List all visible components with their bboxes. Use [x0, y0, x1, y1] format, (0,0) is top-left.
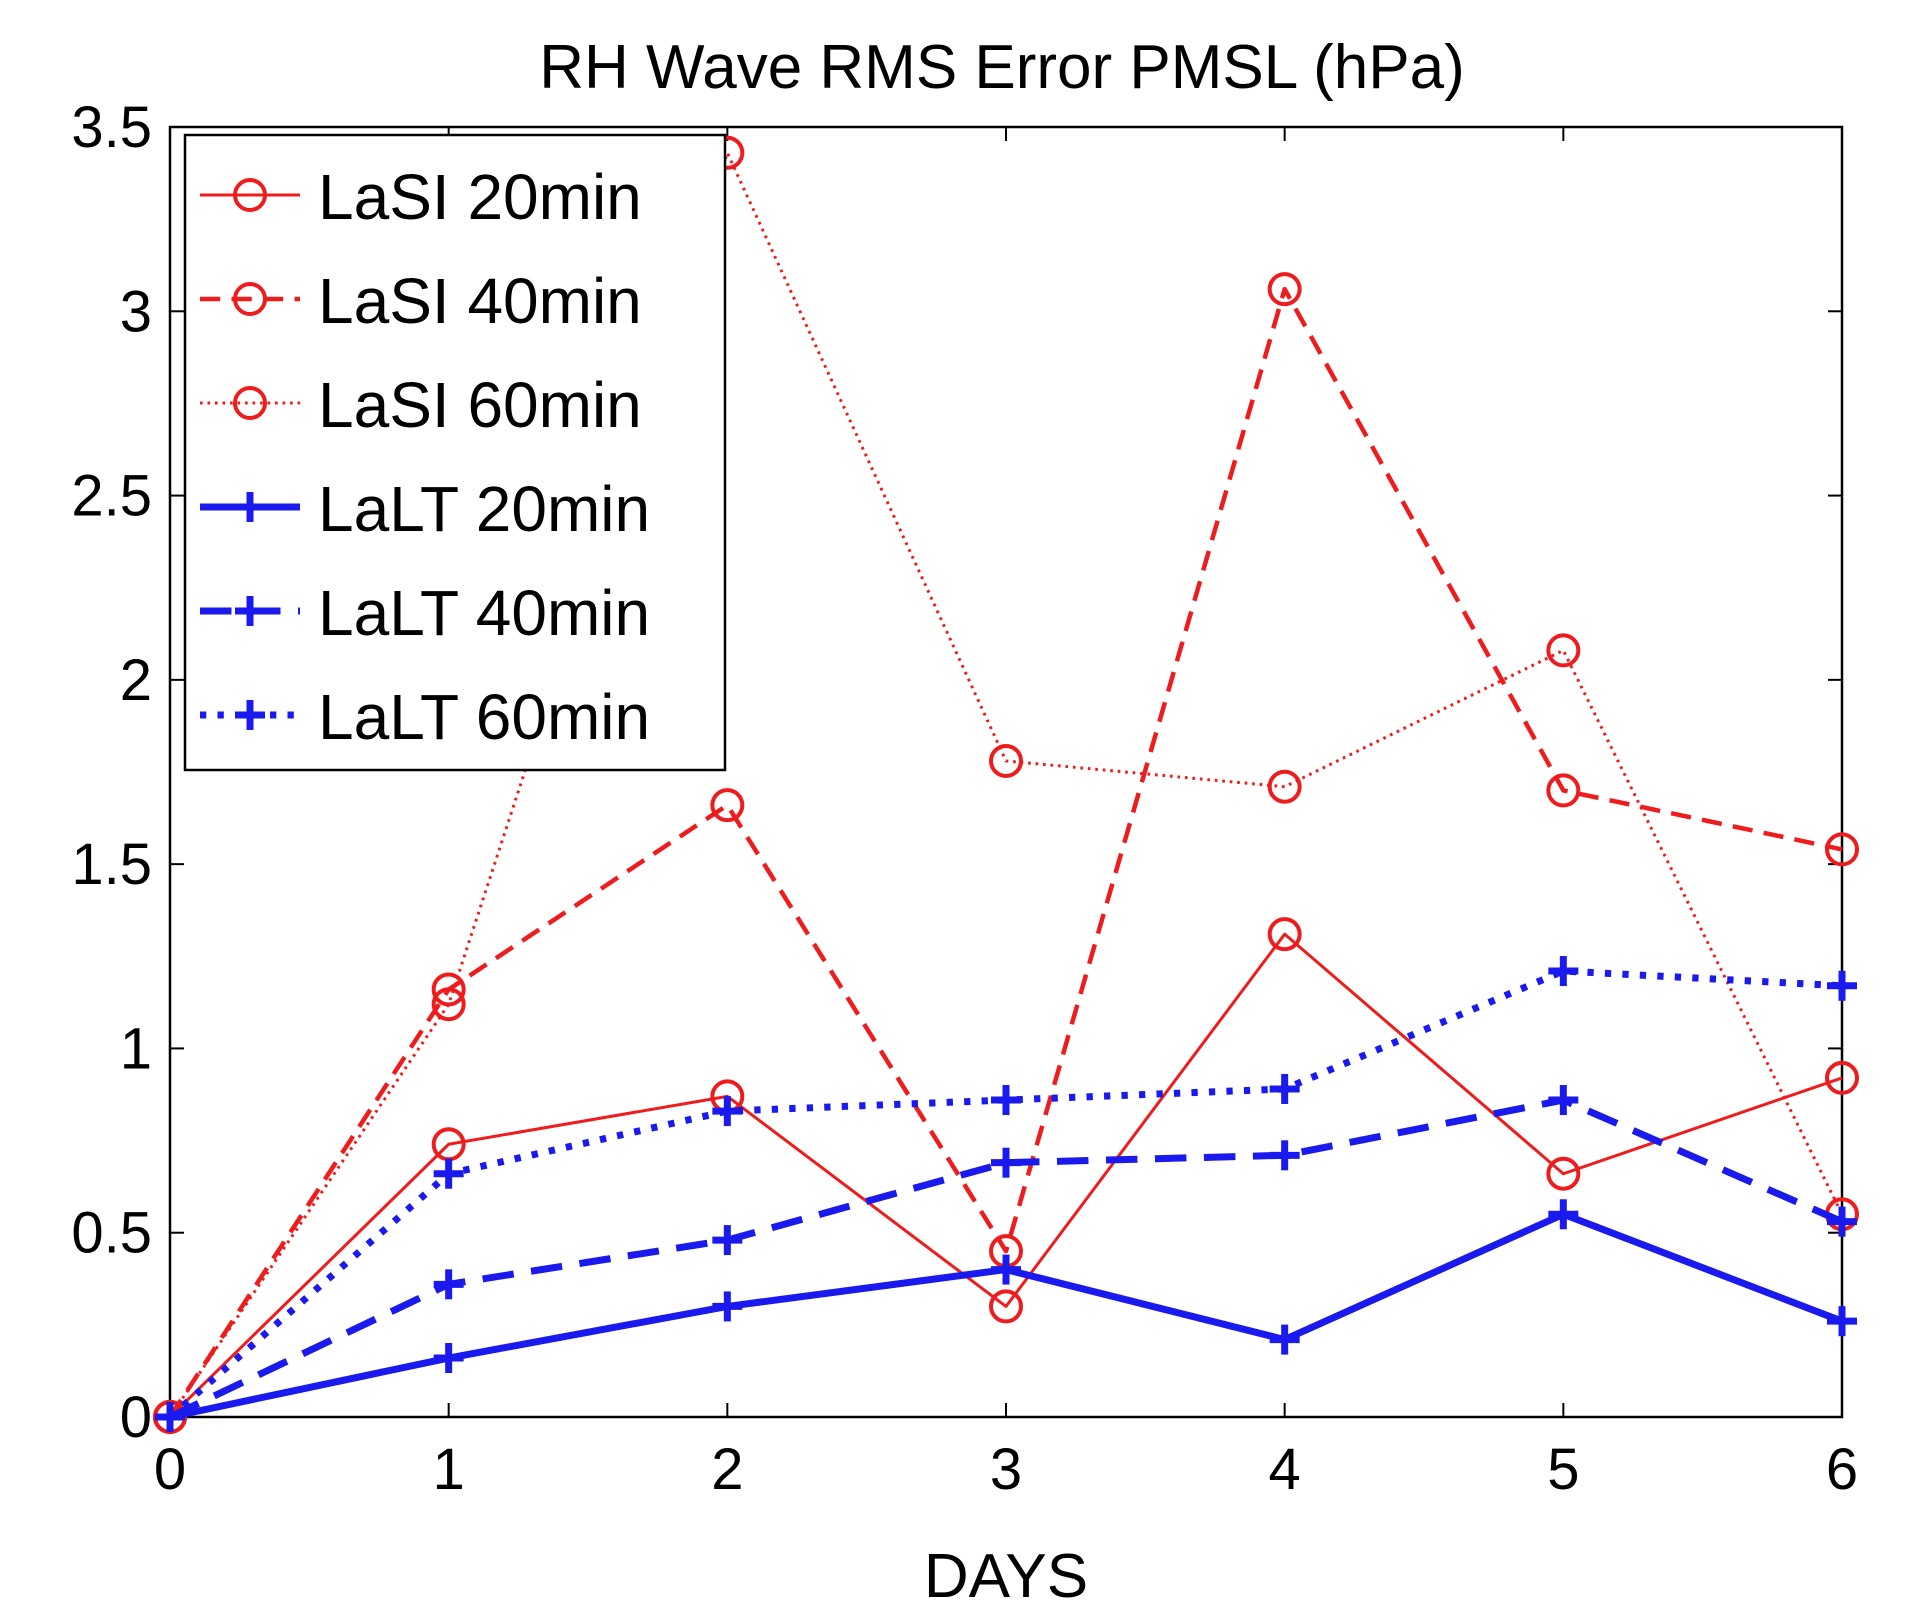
x-tick-label: 5 — [1547, 1437, 1579, 1502]
legend-label: LaLT 20min — [318, 473, 650, 545]
data-point-marker — [431, 972, 466, 1007]
legend-item: LaSI 40min — [200, 265, 642, 337]
data-point-marker — [1825, 1060, 1859, 1095]
data-point-marker — [433, 1343, 464, 1374]
data-point-marker — [1825, 832, 1859, 867]
data-point-marker — [712, 1225, 743, 1256]
data-point-marker — [991, 1254, 1021, 1285]
legend-item: LaLT 40min — [200, 577, 650, 649]
series-lalt-60min — [155, 956, 1857, 1432]
y-tick-label: 1.5 — [71, 832, 152, 897]
data-point-marker — [1269, 1073, 1300, 1104]
data-point-marker — [431, 987, 466, 1022]
legend: LaSI 20min LaSI 40min LaSI 60min LaLT 20min… — [183, 133, 727, 772]
data-point-marker — [1548, 1199, 1579, 1230]
legend-label: LaSI 40min — [318, 265, 642, 337]
data-point-marker — [1548, 956, 1579, 987]
y-tick-label: 3 — [120, 279, 152, 344]
legend-item: LaLT 60min — [200, 681, 650, 753]
legend-marker — [233, 282, 267, 316]
data-point-marker — [991, 1085, 1021, 1116]
data-point-marker — [1546, 1156, 1581, 1191]
data-point-marker — [155, 1402, 185, 1432]
data-point-marker — [1267, 917, 1302, 952]
data-point-marker — [712, 1096, 743, 1127]
y-tick-label: 0.5 — [71, 1201, 152, 1266]
legend-entries: LaSI 20min LaSI 40min LaSI 60min LaLT 20min… — [200, 161, 650, 753]
series-line — [168, 932, 1843, 1419]
x-tick-label: 4 — [1269, 1437, 1301, 1502]
data-point-marker — [1827, 970, 1857, 1001]
legend-label: LaSI 20min — [318, 161, 642, 233]
data-point-marker — [710, 788, 745, 823]
legend-marker — [235, 596, 265, 626]
legend-item: LaLT 20min — [200, 473, 650, 545]
y-tick-labels: 0 0.5 1 1.5 2 2.5 3 3.5 — [71, 95, 152, 1450]
x-tick-labels: 0 1 2 3 4 5 6 — [154, 1437, 1858, 1502]
y-tick-label: 3.5 — [71, 95, 152, 160]
y-tick-label: 1 — [120, 1016, 152, 1081]
y-tick-label: 2 — [120, 648, 152, 713]
data-point-marker — [1267, 769, 1302, 804]
legend-box — [183, 133, 727, 772]
x-tick-label: 3 — [990, 1437, 1022, 1502]
data-point-marker — [989, 1289, 1023, 1324]
x-tick-label: 6 — [1826, 1437, 1858, 1502]
legend-marker — [235, 700, 265, 730]
data-point-marker — [712, 1291, 743, 1322]
data-point-marker — [989, 743, 1023, 778]
data-point-marker — [1267, 272, 1302, 307]
legend-item: LaSI 20min — [200, 161, 642, 233]
x-tick-label: 1 — [433, 1437, 465, 1502]
series-line — [168, 151, 1844, 1418]
data-point-marker — [1827, 1206, 1857, 1237]
data-point-marker — [1546, 633, 1581, 668]
y-tick-label: 0 — [120, 1385, 152, 1450]
data-point-marker — [1827, 1306, 1857, 1337]
series-layer — [153, 135, 1859, 1434]
chart-title: RH Wave RMS Error PMSL (hPa) — [539, 33, 1465, 102]
legend-item: LaSI 60min — [200, 369, 642, 441]
data-point-marker — [433, 1158, 464, 1189]
data-point-marker — [1269, 1140, 1300, 1171]
legend-label: LaSI 60min — [318, 369, 642, 441]
legend-marker — [233, 386, 267, 420]
x-tick-label: 0 — [154, 1437, 186, 1502]
data-point-marker — [991, 1147, 1021, 1178]
data-point-marker — [433, 1269, 464, 1300]
legend-label: LaLT 60min — [318, 681, 650, 753]
data-point-marker — [1546, 773, 1581, 808]
legend-label: LaLT 40min — [318, 577, 650, 649]
data-point-marker — [1548, 1085, 1579, 1116]
legend-marker — [233, 178, 267, 212]
legend-marker — [235, 492, 265, 522]
x-tick-label: 2 — [711, 1437, 743, 1502]
data-point-marker — [1269, 1324, 1300, 1355]
x-axis-title: DAYS — [924, 1542, 1088, 1611]
y-tick-label: 2.5 — [71, 464, 152, 529]
